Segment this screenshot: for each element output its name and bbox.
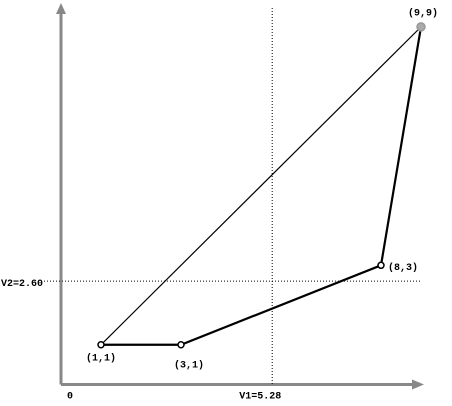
y-axis-arrow	[56, 3, 66, 14]
closing-edge	[100, 26, 422, 346]
point-marker	[177, 341, 185, 349]
point-marker	[97, 341, 105, 349]
h-ref-label: V2=2.60	[1, 279, 43, 290]
point-marker	[416, 22, 426, 32]
point-label: (1,1)	[86, 352, 116, 364]
point-label: (8,3)	[388, 262, 418, 274]
polyline	[101, 26, 423, 346]
origin-label: 0	[67, 392, 73, 403]
x-axis-arrow	[412, 379, 424, 390]
v-ref-label: V1=5.28	[239, 392, 281, 403]
point-label: (3,1)	[174, 359, 204, 371]
point-marker	[377, 261, 385, 270]
point-label: (9,9)	[408, 8, 438, 20]
